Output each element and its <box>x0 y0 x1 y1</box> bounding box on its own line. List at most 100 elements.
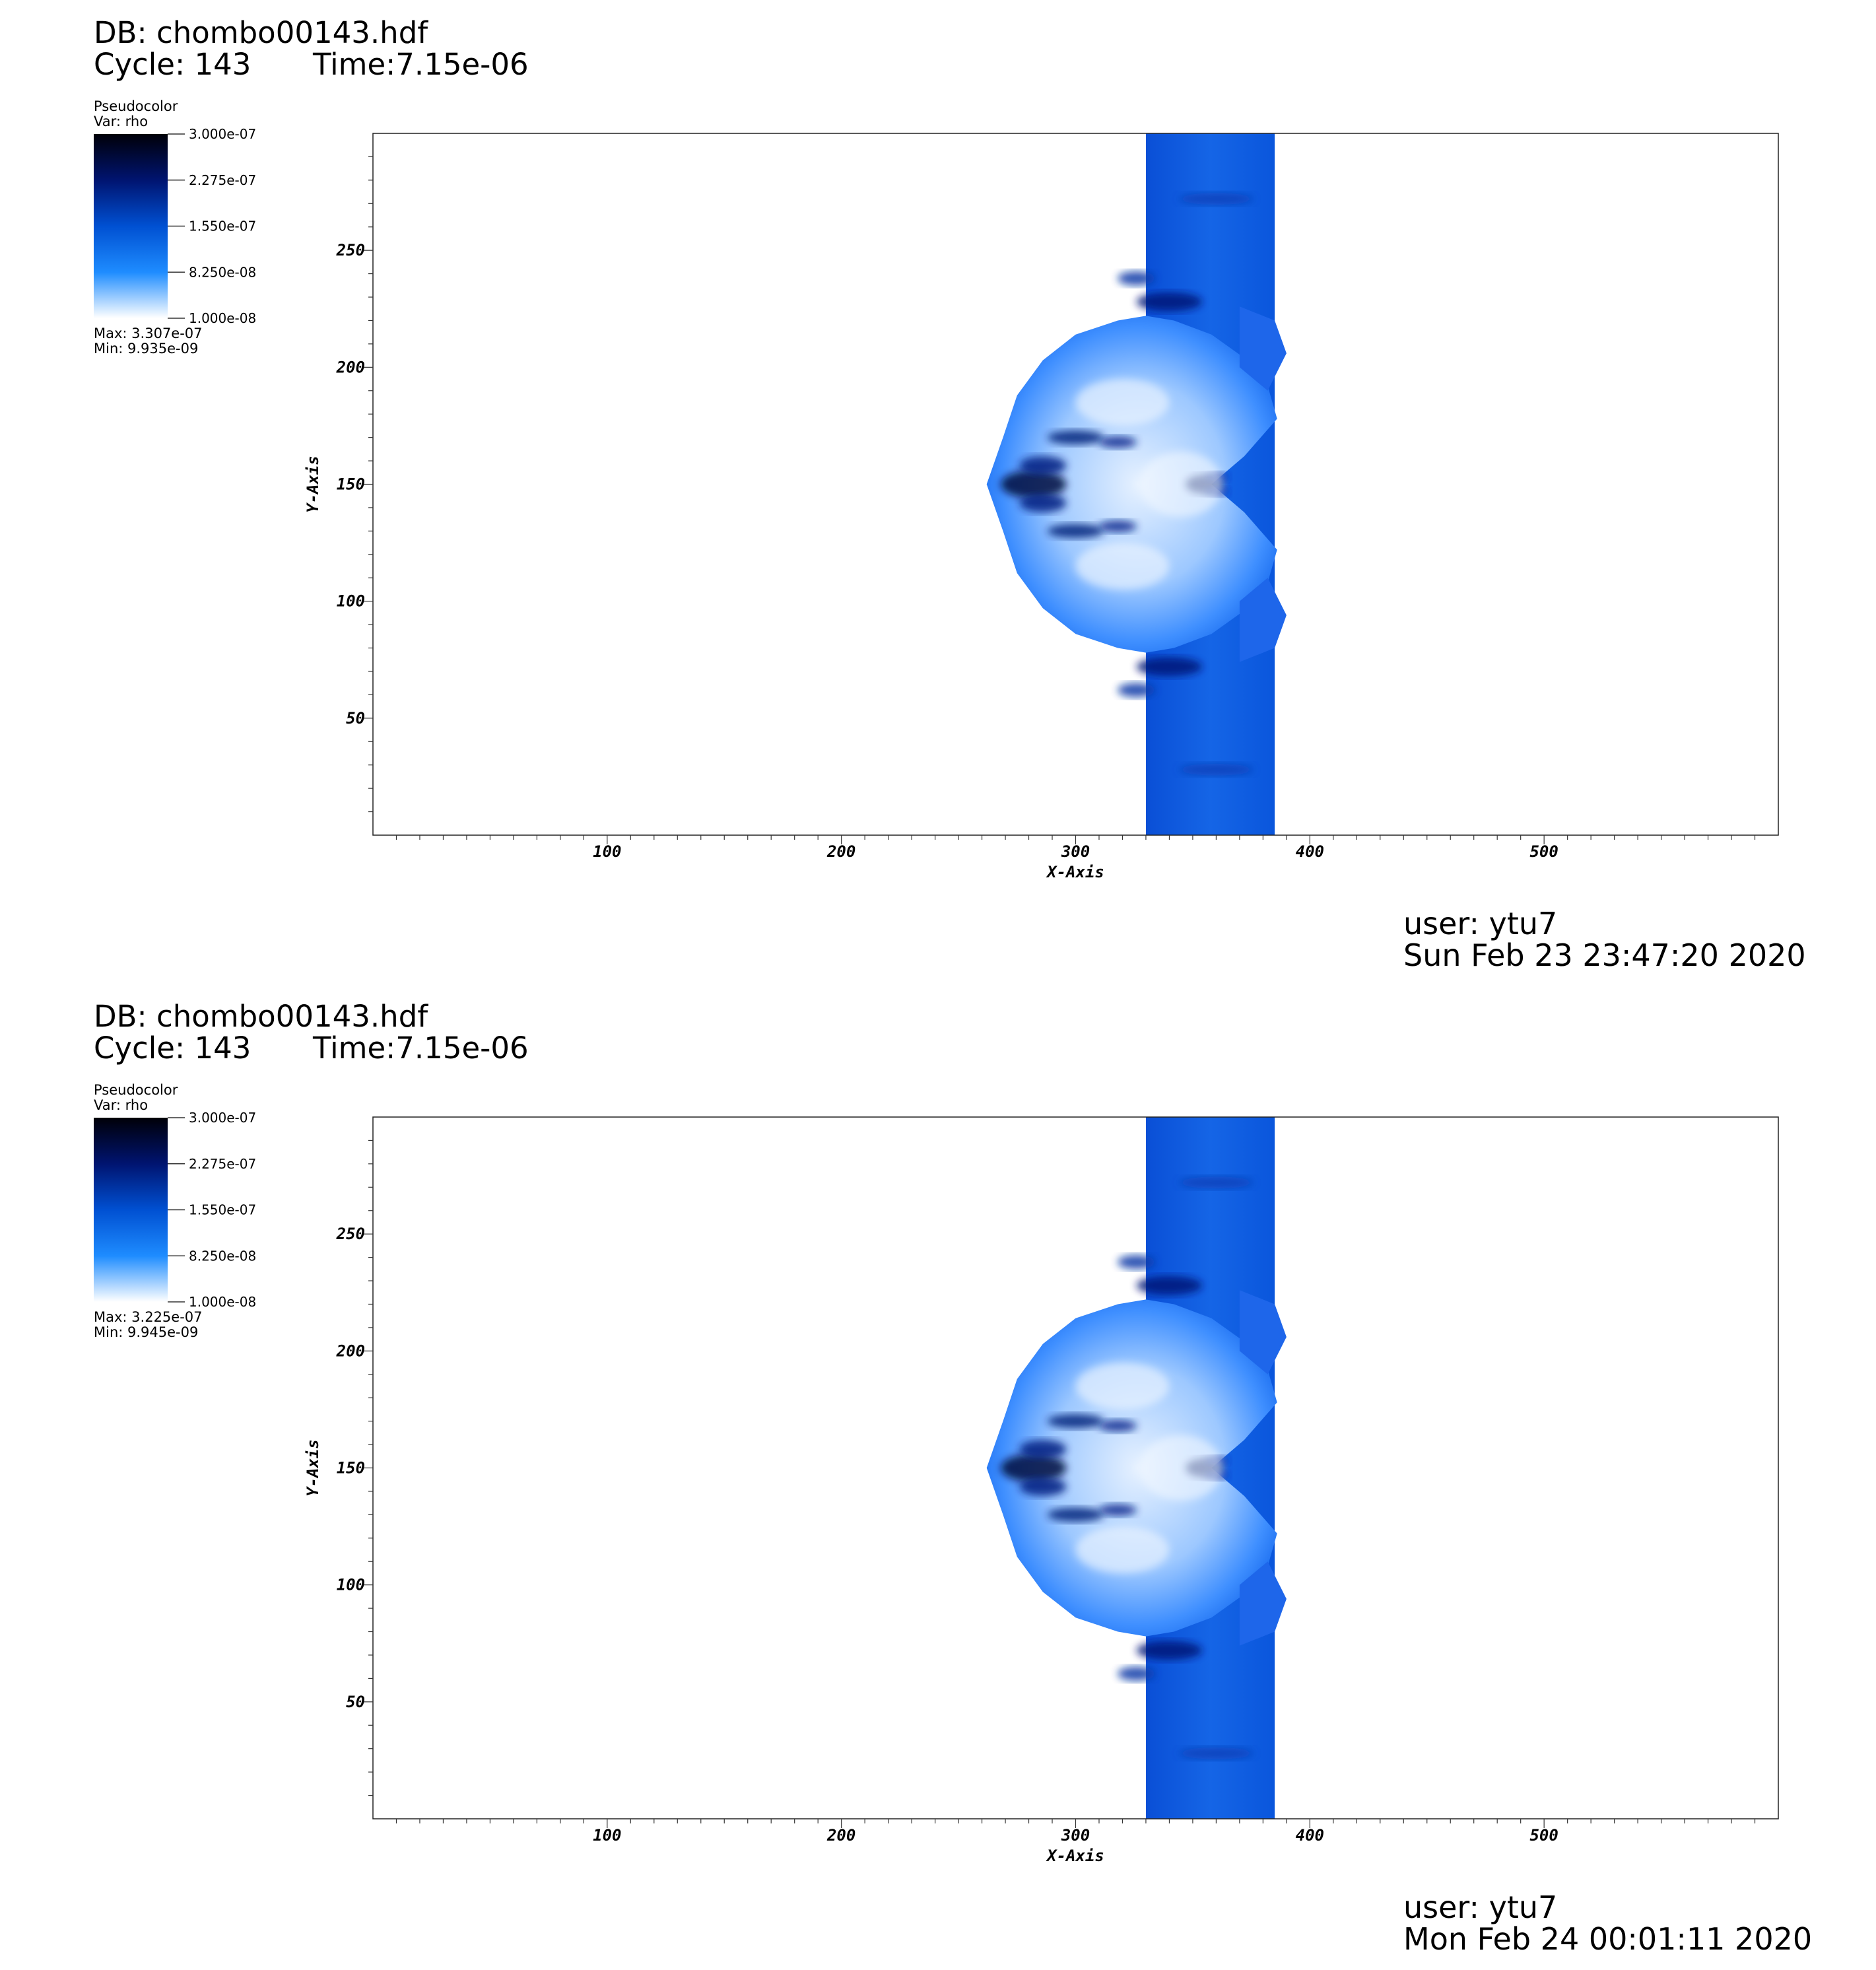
legend-colorbar <box>94 1118 168 1302</box>
bubble-region <box>986 316 1277 653</box>
slab-shoulder <box>1239 1290 1287 1375</box>
vortex-feature <box>1118 271 1156 286</box>
legend-plot-type: Pseudocolor <box>94 98 178 114</box>
vortex-feature <box>1000 470 1067 498</box>
cycle-time-line: Cycle: 143 Time:7.15e-06 <box>94 47 529 82</box>
vortex-feature <box>1000 1454 1067 1482</box>
light-wisp <box>1139 451 1224 518</box>
vortex-feature <box>1136 1641 1203 1660</box>
vortex-feature <box>1047 524 1104 538</box>
vortex-feature <box>1019 1477 1067 1497</box>
x-axis-title: X-Axis <box>1046 1847 1104 1865</box>
time-label: Time:7.15e-06 <box>313 1031 529 1066</box>
y-tick-label: 200 <box>336 358 365 376</box>
time-label: Time:7.15e-06 <box>313 47 529 82</box>
legend-tick-label: 3.000e-07 <box>189 1110 256 1126</box>
vortex-feature <box>1136 657 1203 677</box>
y-tick-label: 200 <box>336 1342 365 1360</box>
y-tick-label: 50 <box>346 709 365 728</box>
slab-shoulder <box>1239 578 1287 662</box>
vortex-feature <box>1136 292 1203 312</box>
x-tick-label: 300 <box>1061 1826 1090 1845</box>
y-tick-label: 150 <box>337 475 365 494</box>
db-label: DB: chombo00143.hdf <box>94 15 428 50</box>
vortex-feature <box>1047 430 1104 445</box>
x-tick-label: 100 <box>593 1826 621 1845</box>
vortex-feature <box>1118 1666 1156 1681</box>
legend-tick-label: 3.000e-07 <box>189 126 256 142</box>
vortex-feature <box>1019 1439 1067 1459</box>
legend-var-label: Var: rho <box>94 114 149 129</box>
y-tick-label: 100 <box>337 592 365 611</box>
legend-tick-label: 1.000e-08 <box>189 1294 256 1310</box>
light-wisp <box>1139 1435 1224 1501</box>
density-field <box>986 133 1287 835</box>
vortex-feature <box>1098 520 1137 533</box>
x-tick-label: 500 <box>1529 1826 1558 1845</box>
y-tick-label: 100 <box>337 1576 365 1594</box>
bubble-region <box>986 1299 1277 1637</box>
vortex-feature <box>1118 1255 1156 1270</box>
light-wisp <box>1075 1363 1170 1410</box>
x-tick-label: 100 <box>593 842 621 861</box>
vortex-feature <box>1118 683 1156 697</box>
vortex-feature <box>1098 1419 1137 1432</box>
vortex-feature <box>1178 763 1254 776</box>
vortex-feature <box>1178 1176 1254 1189</box>
user-label: user: ytu7 <box>1403 906 1558 941</box>
y-axis-title: Y-Axis <box>304 1439 322 1497</box>
x-tick-label: 500 <box>1529 842 1558 861</box>
slab-shoulder <box>1239 306 1287 391</box>
x-axis-title: X-Axis <box>1046 863 1104 881</box>
y-tick-label: 50 <box>346 1693 365 1711</box>
legend-max: Max: 3.307e-07 <box>94 325 203 341</box>
density-field <box>986 1117 1287 1819</box>
x-tick-label: 400 <box>1296 842 1324 861</box>
legend-min: Min: 9.945e-09 <box>94 1324 199 1340</box>
vortex-feature <box>1178 193 1254 205</box>
legend-max: Max: 3.225e-07 <box>94 1309 203 1325</box>
vortex-feature <box>1019 456 1067 475</box>
legend-tick-label: 1.000e-08 <box>189 310 256 326</box>
plot-panel-0: DB: chombo00143.hdf Cycle: 143 Time:7.15… <box>0 0 1876 984</box>
db-label: DB: chombo00143.hdf <box>94 999 428 1034</box>
legend-plot-type: Pseudocolor <box>94 1082 178 1098</box>
legend-tick-label: 2.275e-07 <box>189 172 256 188</box>
legend-tick-label: 8.250e-08 <box>189 1248 256 1264</box>
x-tick-label: 400 <box>1296 1826 1324 1845</box>
plot-svg: 3.000e-07 2.275e-07 1.550e-07 8.250e-08 1.00… <box>94 126 1779 881</box>
vortex-feature <box>1098 1504 1137 1516</box>
vortex-feature <box>1178 1747 1254 1759</box>
y-tick-label: 250 <box>336 1225 365 1243</box>
legend-var-label: Var: rho <box>94 1097 149 1113</box>
y-tick-label: 250 <box>336 241 365 259</box>
vortex-feature <box>1047 1507 1104 1522</box>
legend-tick-label: 8.250e-08 <box>189 264 256 280</box>
vortex-feature <box>1047 1414 1104 1429</box>
user-label: user: ytu7 <box>1403 1889 1558 1925</box>
legend-colorbar <box>94 134 168 318</box>
legend-tick-label: 2.275e-07 <box>189 1156 256 1172</box>
light-wisp <box>1075 1526 1170 1573</box>
y-tick-label: 150 <box>337 1459 365 1478</box>
plot-svg: 3.000e-07 2.275e-07 1.550e-07 8.250e-08 1.00… <box>94 1110 1779 1865</box>
cycle-time-line: Cycle: 143 Time:7.15e-06 <box>94 1031 529 1066</box>
x-tick-label: 200 <box>826 1826 855 1845</box>
light-wisp <box>1075 379 1170 426</box>
light-wisp <box>1075 543 1170 590</box>
vortex-feature <box>1098 436 1137 448</box>
vortex-feature <box>1019 493 1067 513</box>
legend-min: Min: 9.935e-09 <box>94 341 199 357</box>
date-label: Mon Feb 24 00:01:11 2020 <box>1403 1921 1813 1957</box>
vortex-feature <box>1136 1275 1203 1295</box>
cycle-label: Cycle: 143 <box>94 1031 251 1066</box>
plot-panel-1: DB: chombo00143.hdf Cycle: 143 Time:7.15… <box>0 984 1876 1967</box>
legend-tick-label: 1.550e-07 <box>189 219 256 234</box>
legend-tick-label: 1.550e-07 <box>189 1202 256 1218</box>
x-tick-label: 200 <box>826 842 855 861</box>
x-tick-label: 300 <box>1061 842 1090 861</box>
cycle-label: Cycle: 143 <box>94 47 251 82</box>
y-axis-title: Y-Axis <box>304 456 322 513</box>
date-label: Sun Feb 23 23:47:20 2020 <box>1403 937 1806 973</box>
slab-shoulder <box>1239 1561 1287 1646</box>
